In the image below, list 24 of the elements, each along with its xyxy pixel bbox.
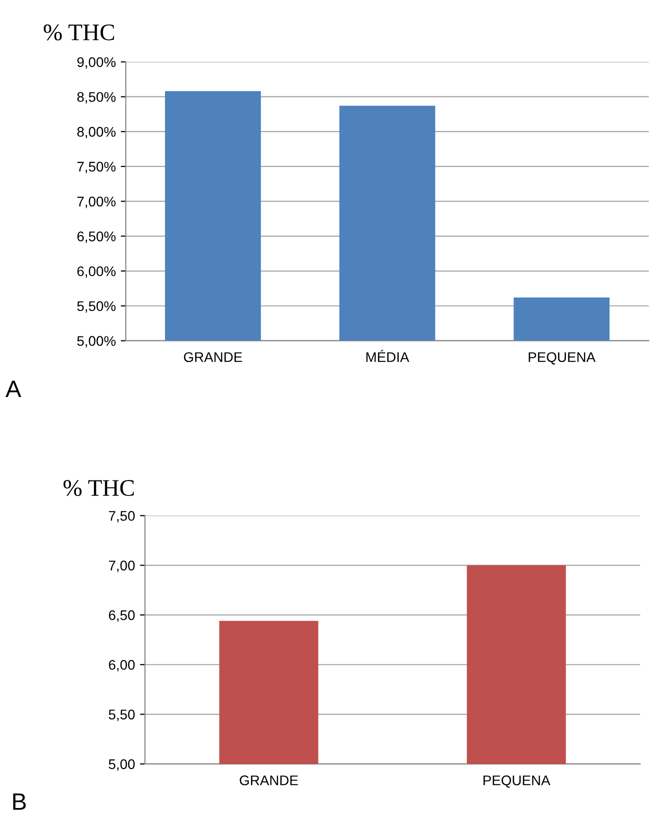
y-tick-label: 6,00% [77,266,116,278]
y-tick-label: 6,50 [108,610,135,622]
y-axis-title: % THC [44,24,114,40]
x-tick-label: PEQUENA [528,352,596,365]
text: B [13,794,26,810]
x-tick-label: PEQUENA [484,775,550,788]
y-tick-label: 6,00 [108,660,135,672]
x-tick-label: GRANDE [184,352,242,362]
x-tick-label: GRANDE [240,775,298,786]
y-tick-label: 5,00% [77,336,116,348]
y-tick-label: 7,00 [108,560,135,572]
x-tick-label: MÉDIA [366,350,410,362]
y-tick-label: 5,00 [108,759,135,771]
y-tick-label: 7,50 [108,510,135,522]
y-axis-title: % THC [64,480,134,496]
y-tick-label: 5,50 [108,710,135,722]
y-tick-label: 7,00% [77,196,116,208]
y-tick-label: 8,50% [77,92,116,104]
y-tick-label: 5,50% [77,301,116,313]
y-tick-label: 9,00% [77,57,116,69]
y-tick-label: 6,50% [77,231,116,243]
y-tick-label: 7,50% [77,162,116,174]
y-tick-label: 8,00% [77,126,116,138]
text: A [6,380,22,398]
